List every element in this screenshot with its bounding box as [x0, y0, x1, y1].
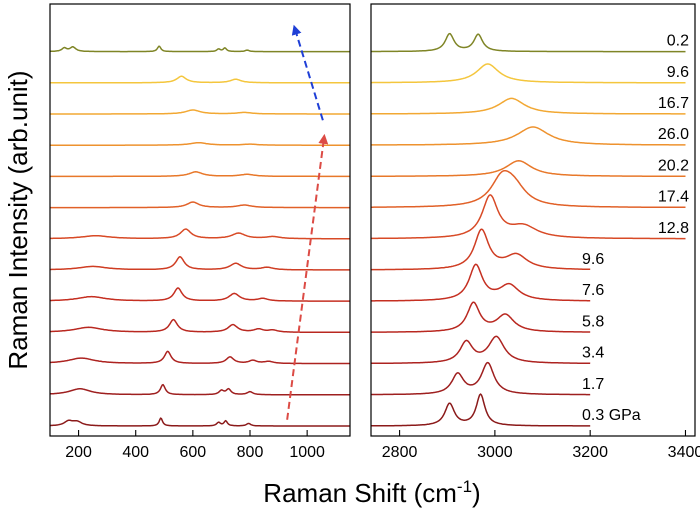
low-frequency-spectrum-4 — [50, 287, 350, 302]
high-frequency-tick-label: 2800 — [382, 444, 418, 461]
right-panel-traces — [370, 32, 686, 427]
high-frequency-spectrum-8 — [371, 160, 686, 178]
right-panel-high-frequency: 0.3 GPa 1.7 3.4 5.8 7.6 9.6 12.8 17.4 20.2 26.0 16… — [370, 3, 700, 461]
low-frequency-spectrum-12 — [49, 45, 350, 53]
left-panel-traces — [49, 45, 350, 427]
high-frequency-tick-label: 3000 — [477, 444, 513, 461]
low-frequency-tick-label: 200 — [65, 444, 92, 461]
high-frequency-spectrum-11 — [371, 63, 686, 84]
low-frequency-spectrum-7 — [50, 201, 350, 209]
pressure-labels: 0.3 GPa 1.7 3.4 5.8 7.6 9.6 12.8 17.4 20.2 26.0 16… — [582, 33, 689, 424]
low-frequency-tick-label: 1000 — [289, 444, 325, 461]
high-frequency-spectrum-9 — [370, 126, 686, 146]
decompression-arrow — [291, 24, 324, 121]
low-frequency-spectrum-5 — [50, 256, 350, 271]
compression-arrow — [286, 133, 329, 420]
right-panel-frame — [370, 3, 696, 437]
high-frequency-spectrum-10 — [371, 97, 686, 115]
pressure-label: 9.6 — [582, 251, 604, 268]
low-frequency-spectrum-1 — [49, 383, 350, 396]
pressure-label: 3.4 — [582, 345, 604, 362]
high-frequency-spectrum-4 — [371, 263, 591, 302]
pressure-label: 5.8 — [582, 313, 604, 330]
x-axis-label-close: ) — [472, 478, 481, 508]
high-frequency-spectrum-0 — [371, 393, 591, 427]
low-frequency-spectrum-8 — [50, 171, 350, 178]
low-frequency-tick-label: 400 — [122, 444, 149, 461]
low-frequency-tick-label: 600 — [180, 444, 207, 461]
low-frequency-tick-label: 800 — [237, 444, 264, 461]
high-frequency-tick-label: 3400 — [668, 444, 700, 461]
high-frequency-spectrum-5 — [371, 228, 591, 271]
pressure-label: 12.8 — [658, 220, 689, 237]
pressure-label: 0.2 — [667, 33, 689, 50]
left-panel-x-ticks: 200 400 600 800 1000 — [65, 430, 325, 461]
low-frequency-spectrum-11 — [50, 75, 350, 84]
high-frequency-tick-label: 3200 — [572, 444, 608, 461]
high-frequency-spectrum-1 — [371, 361, 591, 396]
high-frequency-spectrum-12 — [371, 32, 686, 53]
pressure-label: 1.7 — [582, 376, 604, 393]
y-axis-label: Raman Intensity (arb.unit) — [3, 70, 33, 369]
pressure-label: 9.6 — [667, 64, 689, 81]
right-panel-x-ticks: 2800 3000 3200 3400 — [382, 430, 700, 461]
pressure-label: 16.7 — [658, 95, 689, 112]
low-frequency-spectrum-6 — [50, 228, 350, 240]
low-frequency-spectrum-9 — [50, 141, 350, 146]
pressure-label: 7.6 — [582, 282, 604, 299]
low-frequency-spectrum-2 — [49, 350, 350, 365]
x-axis-label: Raman Shift (cm-1) — [263, 477, 480, 508]
high-frequency-spectrum-7 — [371, 169, 686, 209]
left-panel-frame — [49, 3, 351, 437]
x-axis-label-base: Raman Shift (cm — [263, 478, 457, 508]
pressure-label: 17.4 — [658, 189, 689, 206]
pressure-label: 0.3 GPa — [582, 407, 641, 424]
left-panel-arrows — [286, 24, 329, 420]
low-frequency-spectrum-0 — [50, 417, 350, 427]
pressure-label: 20.2 — [658, 157, 689, 174]
pressure-label: 26.0 — [658, 126, 689, 143]
x-axis-label-superscript: -1 — [457, 477, 472, 496]
high-frequency-spectrum-6 — [371, 194, 686, 240]
high-frequency-spectrum-2 — [371, 335, 591, 365]
high-frequency-spectrum-3 — [371, 301, 591, 333]
left-panel-low-frequency: 200 400 600 800 1000 — [49, 3, 351, 461]
low-frequency-spectrum-3 — [50, 318, 350, 334]
low-frequency-spectrum-10 — [50, 109, 350, 115]
